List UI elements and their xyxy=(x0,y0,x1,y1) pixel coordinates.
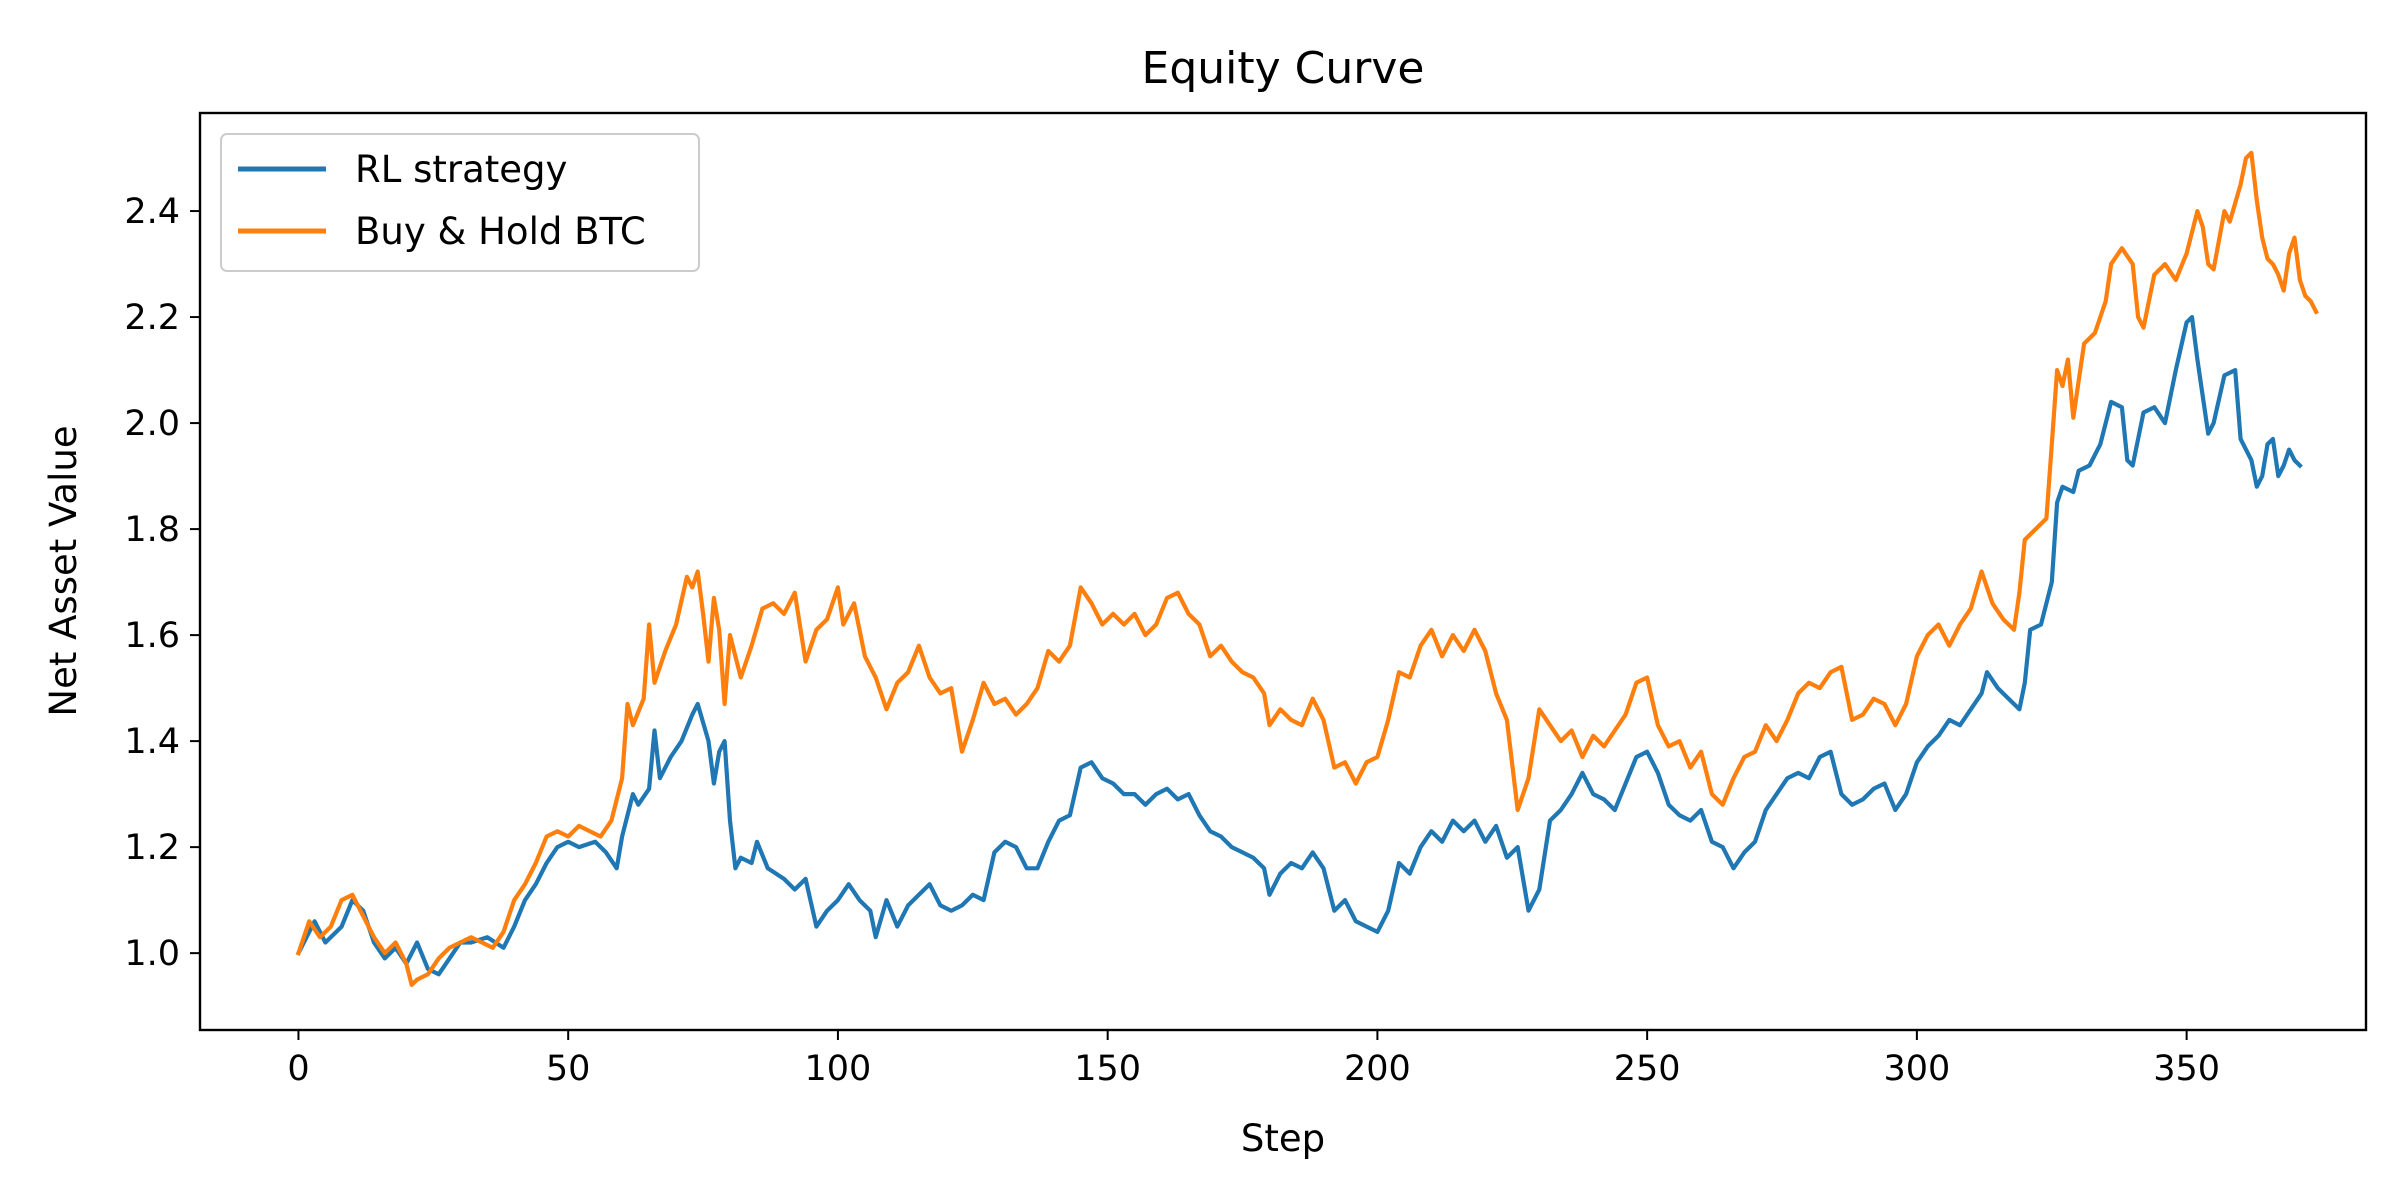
legend: RL strategy Buy & Hold BTC xyxy=(220,133,700,272)
legend-label-buy-hold-btc: Buy & Hold BTC xyxy=(355,210,646,253)
legend-label-rl-strategy: RL strategy xyxy=(355,148,567,191)
y-tick-label: 1.2 xyxy=(124,828,180,868)
y-tick-label: 1.0 xyxy=(124,934,180,974)
plot-frame xyxy=(198,111,2368,1032)
x-axis-label: Step xyxy=(1241,1117,1325,1160)
y-tick-label: 1.6 xyxy=(124,616,180,656)
series-line-buy-hold-btc xyxy=(295,150,2319,987)
y-axis-label: Net Asset Value xyxy=(42,425,85,716)
y-tick-label: 1.4 xyxy=(124,722,180,762)
y-axis: 1.0 1.2 1.4 1.6 1.8 2.0 2.2 2.4 xyxy=(124,192,200,974)
y-tick-label: 2.2 xyxy=(124,298,180,338)
x-tick-label: 0 xyxy=(287,1049,309,1089)
x-tick-label: 350 xyxy=(2153,1049,2220,1089)
x-tick-label: 150 xyxy=(1074,1049,1141,1089)
y-tick-label: 2.4 xyxy=(124,192,180,232)
x-tick-label: 100 xyxy=(805,1049,872,1089)
y-tick-label: 2.0 xyxy=(124,404,180,444)
series-line-rl-strategy xyxy=(295,315,2303,977)
x-tick-label: 50 xyxy=(546,1049,591,1089)
x-tick-label: 200 xyxy=(1344,1049,1411,1089)
x-axis: 0 50 100 150 200 250 300 350 xyxy=(287,1030,2220,1089)
x-tick-label: 300 xyxy=(1883,1049,1950,1089)
chart-title: Equity Curve xyxy=(1142,43,1425,94)
x-tick-label: 250 xyxy=(1614,1049,1681,1089)
series-layer xyxy=(295,150,2319,987)
legend-box xyxy=(220,133,700,272)
y-tick-label: 1.8 xyxy=(124,510,180,550)
